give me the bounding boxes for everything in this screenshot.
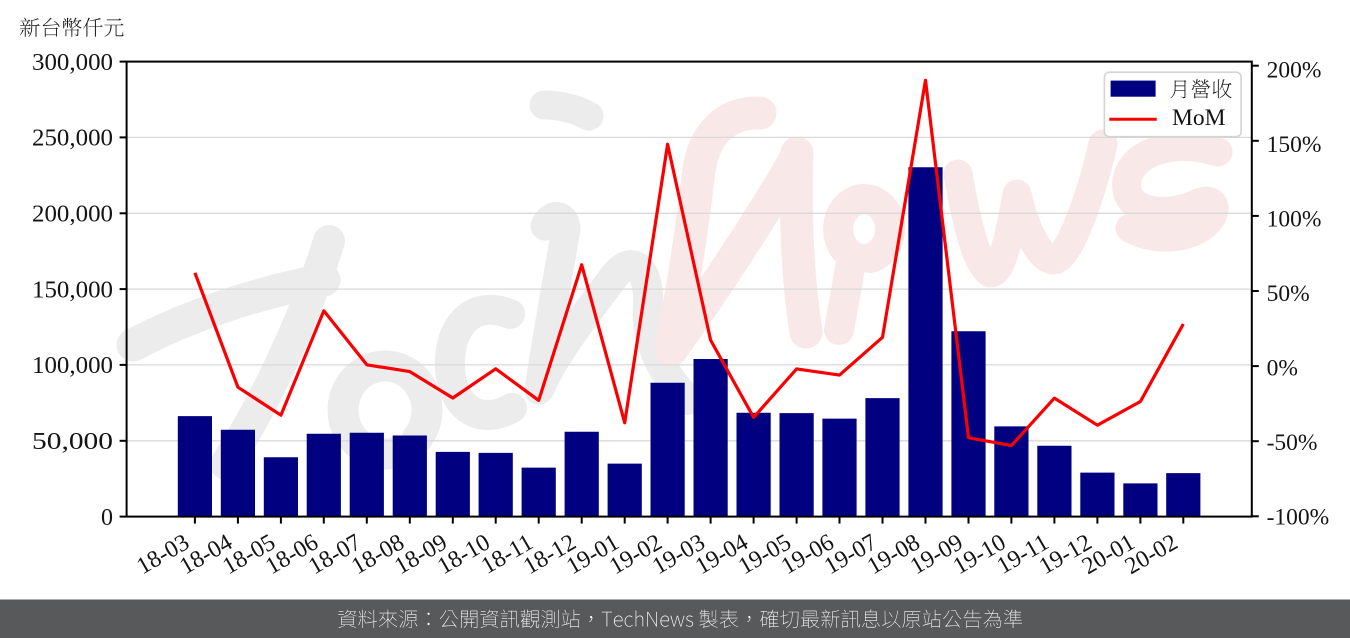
svg-text:50,000: 50,000 xyxy=(32,429,113,455)
svg-text:150,000: 150,000 xyxy=(32,277,113,303)
svg-text:200,000: 200,000 xyxy=(32,202,113,228)
svg-text:50%: 50% xyxy=(1267,281,1310,307)
svg-text:100,000: 100,000 xyxy=(32,353,113,379)
svg-text:0%: 0% xyxy=(1267,355,1298,381)
svg-text:0: 0 xyxy=(101,505,113,531)
svg-text:300,000: 300,000 xyxy=(32,50,113,76)
svg-text:150%: 150% xyxy=(1267,132,1322,158)
svg-text:-50%: -50% xyxy=(1267,430,1318,456)
svg-text:-100%: -100% xyxy=(1267,504,1330,530)
svg-text:MoM: MoM xyxy=(1172,105,1226,131)
svg-text:100%: 100% xyxy=(1267,206,1322,232)
svg-text:200%: 200% xyxy=(1267,57,1322,83)
svg-text:250,000: 250,000 xyxy=(32,126,113,152)
